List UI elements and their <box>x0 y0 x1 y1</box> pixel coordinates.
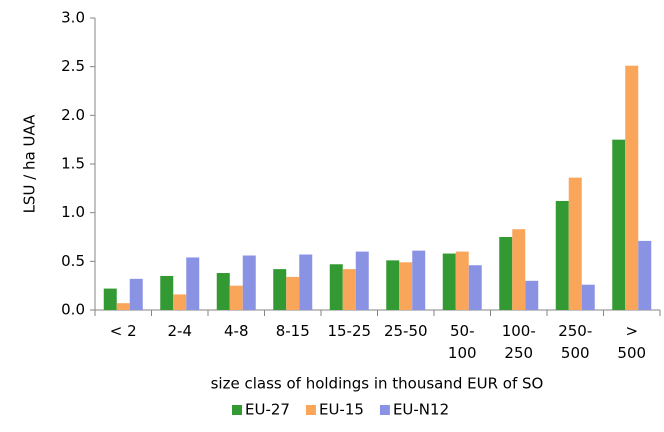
bar <box>555 200 569 310</box>
x-tick-label: 4-8 <box>224 322 249 340</box>
legend-swatch <box>379 405 390 415</box>
bar <box>386 260 400 310</box>
bar <box>525 280 539 310</box>
bar <box>625 65 639 311</box>
y-tick-label: 2.5 <box>61 57 85 75</box>
x-tick-label: 100-250 <box>502 322 536 362</box>
bar <box>342 269 356 310</box>
bar <box>229 285 243 310</box>
bar <box>512 229 526 310</box>
x-tick-label: 15-25 <box>327 322 371 340</box>
bar <box>499 237 513 310</box>
bar <box>160 275 174 310</box>
x-tick-label: 2-4 <box>168 322 193 340</box>
bar <box>638 240 652 310</box>
x-axis-title: size class of holdings in thousand EUR o… <box>211 375 544 393</box>
x-tick-label: 8-15 <box>276 322 310 340</box>
legend-swatch <box>305 405 316 415</box>
bar <box>329 264 343 310</box>
bar <box>581 284 595 310</box>
bar <box>116 303 130 310</box>
x-tick-label: 25-50 <box>384 322 428 340</box>
bar <box>412 250 426 310</box>
bar <box>216 273 230 310</box>
bar <box>568 177 582 310</box>
bar <box>186 257 200 310</box>
legend-swatch <box>232 405 242 415</box>
bar <box>286 276 300 310</box>
y-tick-label: 2.0 <box>61 106 85 124</box>
bar <box>355 251 369 310</box>
x-tick-label: 50-100 <box>448 322 477 362</box>
bar <box>468 265 482 310</box>
x-tick-label: < 2 <box>110 322 137 340</box>
legend-label: EU-15 <box>319 401 364 419</box>
bar <box>442 253 456 310</box>
x-tick-label: 250-500 <box>558 322 592 362</box>
legend-label: EU-27 <box>245 401 290 419</box>
bar <box>399 262 413 310</box>
bar <box>273 269 287 310</box>
bar <box>612 139 626 310</box>
bar <box>129 278 143 310</box>
y-tick-label: 1.0 <box>61 203 85 221</box>
y-tick-label: 1.5 <box>61 155 85 173</box>
y-tick-label: 3.0 <box>61 9 85 27</box>
bar <box>299 254 313 310</box>
y-tick-label: 0.5 <box>61 252 85 270</box>
bar <box>242 255 256 310</box>
y-axis-title: LSU / ha UAA <box>21 114 39 214</box>
x-tick-label: >500 <box>617 322 646 362</box>
legend-label: EU-N12 <box>393 401 449 419</box>
bar <box>455 251 469 310</box>
bar <box>103 288 117 310</box>
y-tick-label: 0.0 <box>61 301 85 319</box>
bar <box>173 294 187 310</box>
